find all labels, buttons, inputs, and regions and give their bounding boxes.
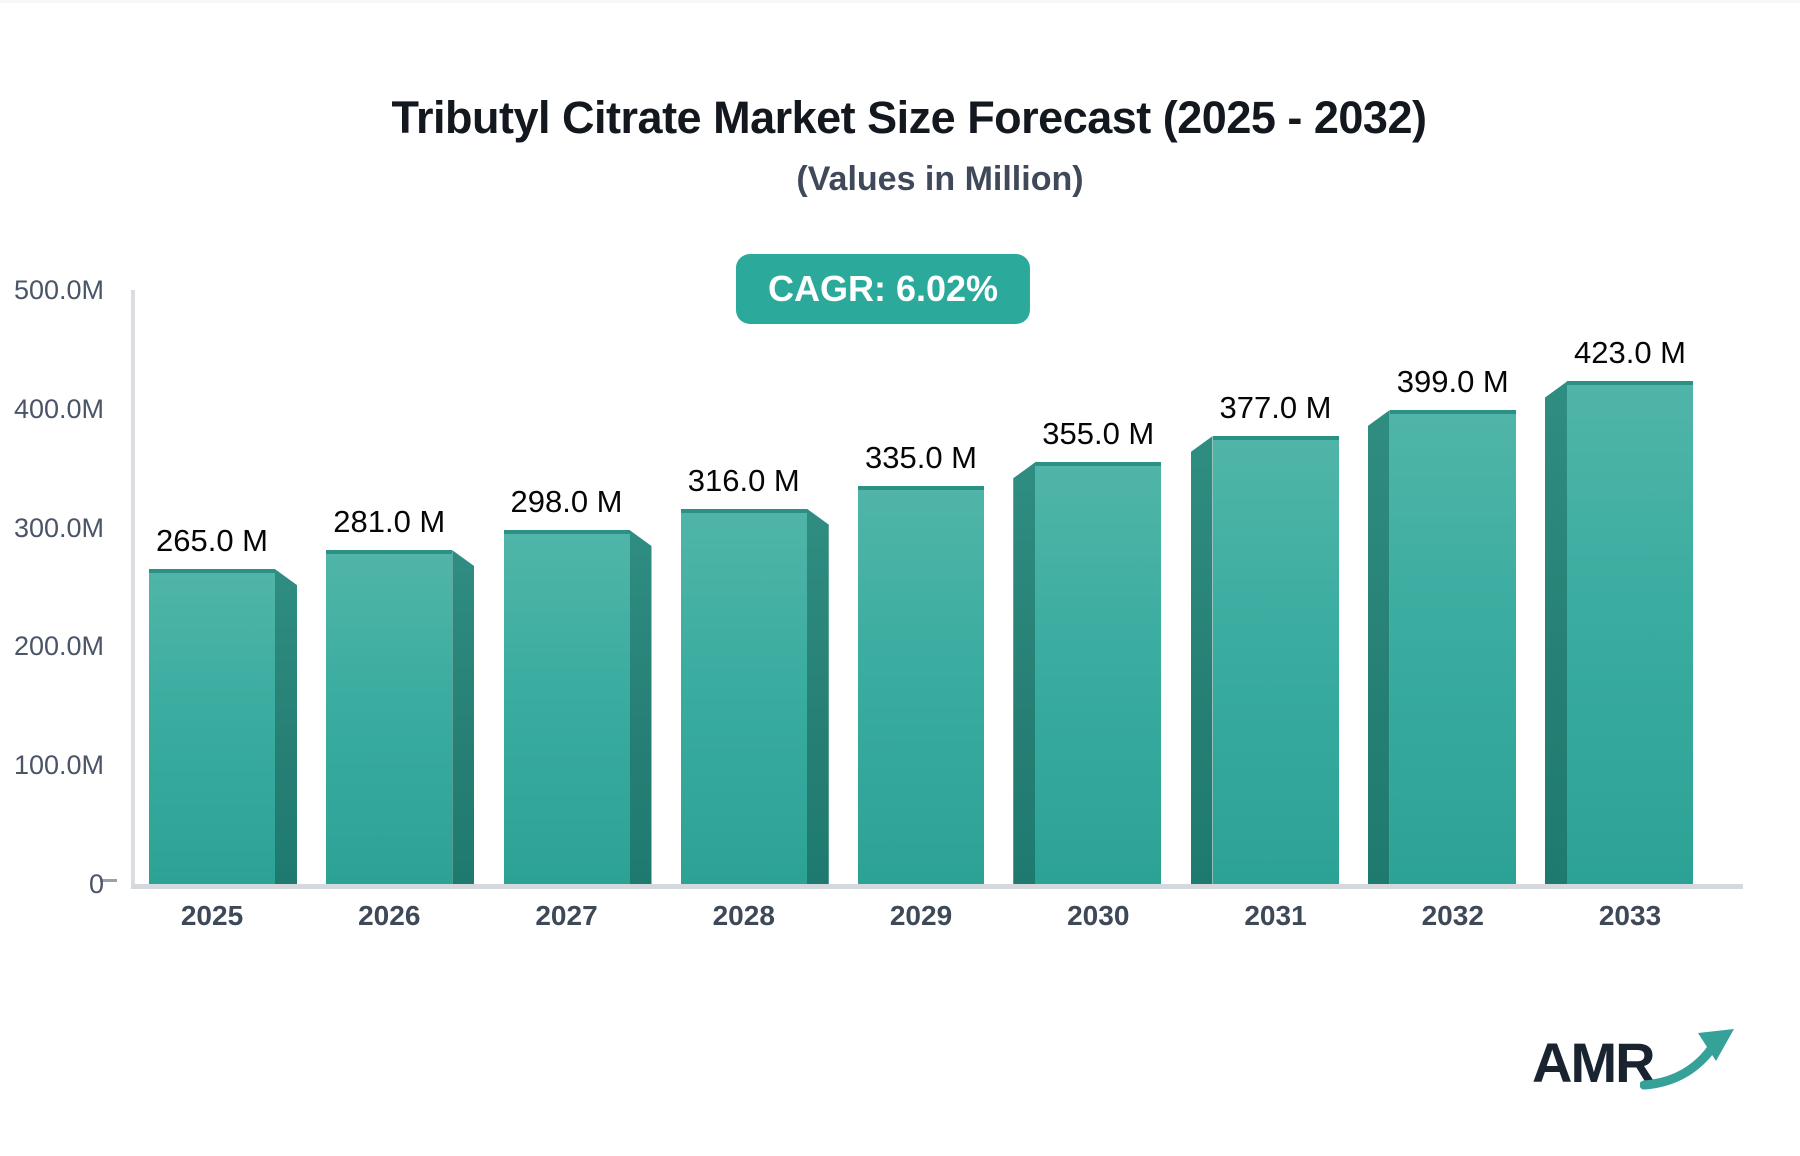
bar-2026 <box>326 550 453 884</box>
y-axis-line <box>131 290 135 888</box>
bar-side-face <box>629 529 652 884</box>
y-tick-label: 0 <box>88 869 104 899</box>
bar-value-label: 316.0 M <box>687 462 800 498</box>
y-tick-label: 500.0M <box>13 275 104 305</box>
cagr-badge: CAGR: 6.02% <box>735 254 1031 324</box>
bar-side-face <box>452 550 475 884</box>
x-axis-label: 2029 <box>889 900 953 931</box>
y-tick-label: 300.0M <box>13 512 104 543</box>
bar-2030 <box>1035 462 1162 884</box>
bar-value-label: 423.0 M <box>1573 335 1687 371</box>
bar-side-face <box>1190 436 1213 884</box>
x-axis-baseline <box>131 884 1743 889</box>
bar-value-label: 377.0 M <box>1219 390 1332 426</box>
amr-logo: AMR <box>1532 1028 1736 1095</box>
bar-side-face <box>1013 462 1036 884</box>
bar-side-face <box>275 569 297 884</box>
y-tick-label: 400.0M <box>13 393 104 424</box>
bar-value-label: 298.0 M <box>510 483 623 519</box>
bar-value-label: 281.0 M <box>333 504 446 540</box>
page-title: Tributyl Citrate Market Size Forecast (2… <box>391 92 1427 143</box>
bar-value-label: 399.0 M <box>1396 363 1509 399</box>
bar-value-label: 335.0 M <box>864 440 978 476</box>
bar-2028 <box>680 508 807 884</box>
bar-2027 <box>503 529 630 884</box>
x-axis-label: 2028 <box>712 900 775 931</box>
zero-tick-mark <box>100 879 117 882</box>
chart-subtitle: (Values in Million) <box>796 160 1084 198</box>
bar-2025 <box>149 569 275 884</box>
x-axis-label: 2026 <box>358 900 421 931</box>
x-axis-label: 2032 <box>1421 900 1484 931</box>
x-axis-label: 2027 <box>535 900 598 931</box>
amr-logo-text: AMR <box>1532 1031 1656 1094</box>
x-axis-label: 2030 <box>1067 900 1130 931</box>
bar-2029 <box>858 486 984 884</box>
bar-side-face <box>1367 409 1390 884</box>
x-axis-label: 2033 <box>1598 900 1662 931</box>
bar-2031 <box>1212 436 1339 884</box>
bar-2032 <box>1389 409 1516 884</box>
bar-value-label: 265.0 M <box>155 523 269 559</box>
x-axis-label: 2025 <box>180 900 244 931</box>
page-top-border <box>0 0 1800 3</box>
bar-side-face <box>1545 381 1567 884</box>
bar-2033 <box>1567 381 1693 884</box>
bar-side-face <box>806 508 829 884</box>
growth-arrow-icon <box>1639 1028 1734 1089</box>
x-axis-label: 2031 <box>1244 900 1307 931</box>
y-tick-label: 100.0M <box>13 750 104 781</box>
y-tick-label: 200.0M <box>13 631 104 662</box>
bar-value-label: 355.0 M <box>1042 416 1155 452</box>
